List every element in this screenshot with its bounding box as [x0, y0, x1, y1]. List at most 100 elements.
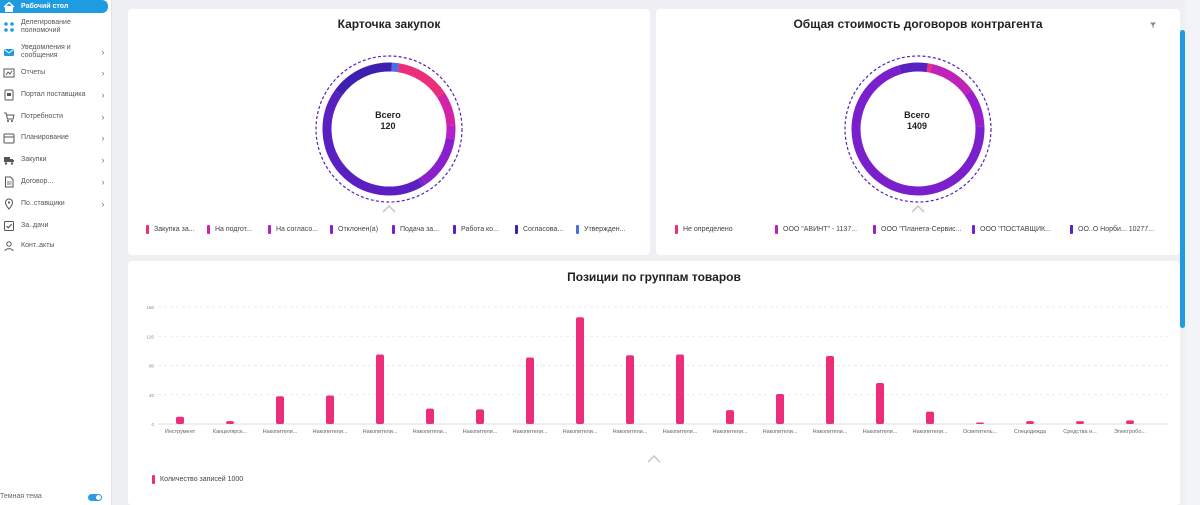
- donut-slice[interactable]: [964, 90, 985, 127]
- sidebar: Рабочий стол Делегирование полномочий Увед…: [0, 0, 112, 505]
- bar[interactable]: [1026, 421, 1034, 424]
- legend-item[interactable]: Не определено: [675, 225, 775, 234]
- bar[interactable]: [376, 354, 384, 424]
- legend-swatch: [268, 225, 271, 234]
- purchase-donut-chart[interactable]: [128, 9, 650, 255]
- legend-item[interactable]: Работа ко...: [453, 225, 515, 234]
- x-tick-label: Накопители...: [713, 429, 748, 435]
- sidebar-item-calendar[interactable]: Планирование ›: [0, 131, 112, 145]
- product-groups-bar-chart[interactable]: 0 40 80 120 160 Инструмент Канцелярск... Накопи…: [128, 291, 1180, 481]
- donut-slice[interactable]: [418, 176, 426, 187]
- vertical-scrollbar[interactable]: [1180, 30, 1185, 328]
- right-edge: [1186, 0, 1200, 505]
- x-tick-label: Осветитель...: [963, 429, 998, 435]
- donut-slice[interactable]: [898, 62, 928, 75]
- dark-theme-row: Темная тема: [0, 493, 112, 501]
- chevron-up-icon[interactable]: [910, 204, 926, 214]
- home-icon: [2, 0, 16, 14]
- donut-outer-ring: [844, 55, 992, 203]
- bar[interactable]: [426, 408, 434, 424]
- bar[interactable]: [876, 383, 884, 424]
- legend-item[interactable]: Количество записей 1000: [152, 475, 243, 484]
- task-icon: [2, 219, 16, 233]
- bar[interactable]: [1126, 420, 1134, 424]
- legend-item[interactable]: Закупка за...: [146, 225, 207, 234]
- bar[interactable]: [1076, 421, 1084, 424]
- sidebar-item-chart[interactable]: Отчеты ›: [0, 66, 112, 80]
- x-tick-label: Спецодежда: [1014, 429, 1047, 435]
- contract-donut-center: Всего 1409: [893, 110, 941, 132]
- contract-cost-donut-chart[interactable]: [656, 9, 1180, 255]
- purchase-donut-center: Всего 120: [364, 110, 412, 132]
- legend-label: На подгот...: [215, 226, 252, 233]
- legend-swatch: [207, 225, 210, 234]
- legend-item[interactable]: ОО..О Норби... 10277...: [1070, 225, 1170, 234]
- bar[interactable]: [326, 395, 334, 424]
- legend-item[interactable]: ООО "Планета-Сервис...: [873, 225, 972, 234]
- bar[interactable]: [176, 416, 184, 424]
- sidebar-item-label: Отчеты: [21, 69, 46, 76]
- sidebar-item-truck[interactable]: Закупки ›: [0, 153, 112, 167]
- sidebar-item-home[interactable]: Рабочий стол: [0, 0, 108, 13]
- chevron-up-icon[interactable]: [646, 454, 662, 464]
- bar[interactable]: [476, 409, 484, 424]
- legend-swatch: [873, 225, 876, 234]
- donut-slice[interactable]: [397, 63, 445, 98]
- bar[interactable]: [276, 396, 284, 424]
- sidebar-item-task[interactable]: За..дачи: [0, 219, 112, 233]
- dark-theme-toggle[interactable]: [88, 494, 102, 501]
- chevron-up-icon[interactable]: [381, 204, 397, 214]
- bar[interactable]: [576, 317, 584, 424]
- bar[interactable]: [676, 354, 684, 424]
- donut-slice[interactable]: [851, 65, 985, 196]
- donut-slice[interactable]: [322, 90, 423, 196]
- legend-item[interactable]: На подгот...: [207, 225, 268, 234]
- legend-item[interactable]: Подача за...: [392, 225, 453, 234]
- sidebar-item-document[interactable]: Договор... ›: [0, 175, 112, 189]
- legend-item[interactable]: На согласо...: [268, 225, 330, 234]
- y-tick-label: 80: [149, 364, 155, 369]
- x-tick-label: Канцелярск...: [213, 429, 248, 435]
- dark-theme-label: Темная тема: [0, 493, 42, 500]
- purchase-total-label: Всего: [375, 110, 401, 120]
- sidebar-item-delegation[interactable]: Делегирование полномочий: [0, 17, 112, 37]
- bar[interactable]: [526, 357, 534, 424]
- legend-item[interactable]: ООО "ПОСТАВЩИК...: [972, 225, 1070, 234]
- purchase-legend: Закупка за... На подгот... На согласо... От…: [146, 225, 638, 234]
- chevron-right-icon: ›: [101, 177, 105, 187]
- legend-item[interactable]: Отклонен(а): [330, 225, 392, 234]
- donut-slice[interactable]: [926, 63, 933, 73]
- legend-item[interactable]: ООО "АВИНТ" - 1137...: [775, 225, 873, 234]
- donut-slice[interactable]: [391, 62, 399, 73]
- legend-swatch: [775, 225, 778, 234]
- bar[interactable]: [626, 355, 634, 424]
- sidebar-item-location[interactable]: По..ставщики ›: [0, 197, 112, 211]
- donut-slice[interactable]: [420, 137, 455, 185]
- sidebar-item-cart[interactable]: Потребности ›: [0, 110, 112, 124]
- donut-slice[interactable]: [334, 62, 393, 96]
- bar[interactable]: [926, 411, 934, 424]
- legend-label: ООО "Планета-Сервис...: [881, 226, 962, 233]
- legend-item[interactable]: Согласова...: [515, 225, 576, 234]
- chevron-right-icon: ›: [101, 199, 105, 209]
- donut-slice[interactable]: [445, 125, 456, 139]
- x-tick-label: Накопители...: [813, 429, 848, 435]
- donut-slice[interactable]: [436, 92, 456, 126]
- filter-icon[interactable]: [1149, 21, 1157, 29]
- sidebar-item-mail[interactable]: Уведомления и сообщения ›: [0, 42, 112, 62]
- x-tick-label: Накопители...: [763, 429, 798, 435]
- sidebar-item-portal[interactable]: Портал поставщика ›: [0, 88, 112, 102]
- legend-label: Утвержден...: [584, 226, 626, 233]
- sidebar-item-label: Планирование: [21, 134, 69, 141]
- legend-label: Подача за...: [400, 226, 440, 233]
- bar[interactable]: [226, 421, 234, 424]
- bar[interactable]: [726, 410, 734, 424]
- sidebar-item-label: Уведомления и сообщения: [21, 44, 71, 59]
- legend-item[interactable]: Утвержден...: [576, 225, 638, 234]
- bar[interactable]: [976, 422, 984, 424]
- bar-legend: Количество записей 1000: [152, 475, 243, 484]
- sidebar-item-contacts[interactable]: Конт..акты: [0, 239, 112, 253]
- bar[interactable]: [826, 355, 834, 424]
- donut-slice[interactable]: [929, 63, 973, 96]
- bar[interactable]: [776, 394, 784, 424]
